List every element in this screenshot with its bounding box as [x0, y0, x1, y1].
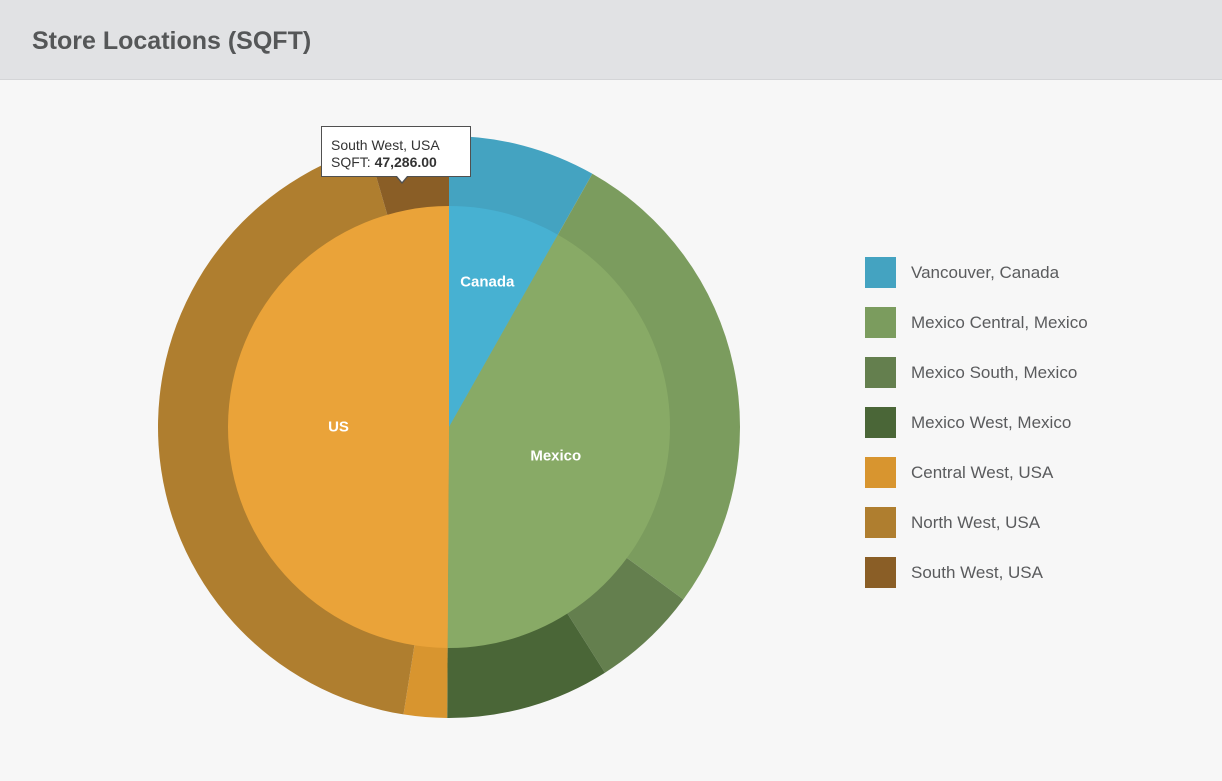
legend-item-north-west-usa[interactable]: North West, USA: [865, 507, 1165, 539]
legend-swatch: [865, 357, 896, 388]
legend-swatch: [865, 307, 896, 338]
legend-item-mexico-central-mexico[interactable]: Mexico Central, Mexico: [865, 307, 1165, 339]
chart-header: Store Locations (SQFT): [0, 0, 1222, 80]
inner-label-mexico: Mexico: [530, 447, 581, 464]
inner-slice-mexico[interactable]: [447, 234, 671, 648]
legend-item-vancouver-canada[interactable]: Vancouver, Canada: [865, 257, 1165, 289]
legend-item-south-west-usa[interactable]: South West, USA: [865, 557, 1165, 589]
legend-label: Mexico South, Mexico: [911, 363, 1078, 382]
tooltip-value: 47,286.00: [374, 154, 437, 170]
inner-label-us: US: [328, 419, 349, 436]
legend-label: Mexico West, Mexico: [911, 413, 1072, 432]
inner-slice-us[interactable]: [227, 206, 449, 648]
legend-item-mexico-south-mexico[interactable]: Mexico South, Mexico: [865, 357, 1165, 389]
legend-label: North West, USA: [911, 513, 1041, 532]
inner-label-canada: Canada: [460, 274, 515, 291]
inner-labels: Canada Mexico US: [328, 274, 581, 465]
legend-label: Mexico Central, Mexico: [911, 313, 1088, 332]
legend-swatch: [865, 257, 896, 288]
legend-swatch: [865, 557, 896, 588]
legend-swatch: [865, 457, 896, 488]
tooltip-title: South West, USA: [331, 137, 440, 153]
tooltip-body: SQFT: 47,286.00: [331, 154, 461, 171]
inner-slice-canada[interactable]: [449, 206, 558, 427]
legend-label: Vancouver, Canada: [911, 263, 1060, 282]
tooltip-label: SQFT:: [331, 154, 375, 170]
inner-pie: [227, 206, 671, 648]
legend-item-mexico-west-mexico[interactable]: Mexico West, Mexico: [865, 407, 1165, 439]
chart-title: Store Locations (SQFT): [32, 27, 312, 55]
legend-label: South West, USA: [911, 563, 1043, 582]
legend-item-central-west-usa[interactable]: Central West, USA: [865, 457, 1165, 489]
legend-swatch: [865, 507, 896, 538]
tooltip-pointer: [397, 176, 407, 182]
legend-label: Central West, USA: [911, 463, 1054, 482]
legend-swatch: [865, 407, 896, 438]
chart-tooltip: South West, USA SQFT: 47,286.00: [321, 126, 471, 184]
